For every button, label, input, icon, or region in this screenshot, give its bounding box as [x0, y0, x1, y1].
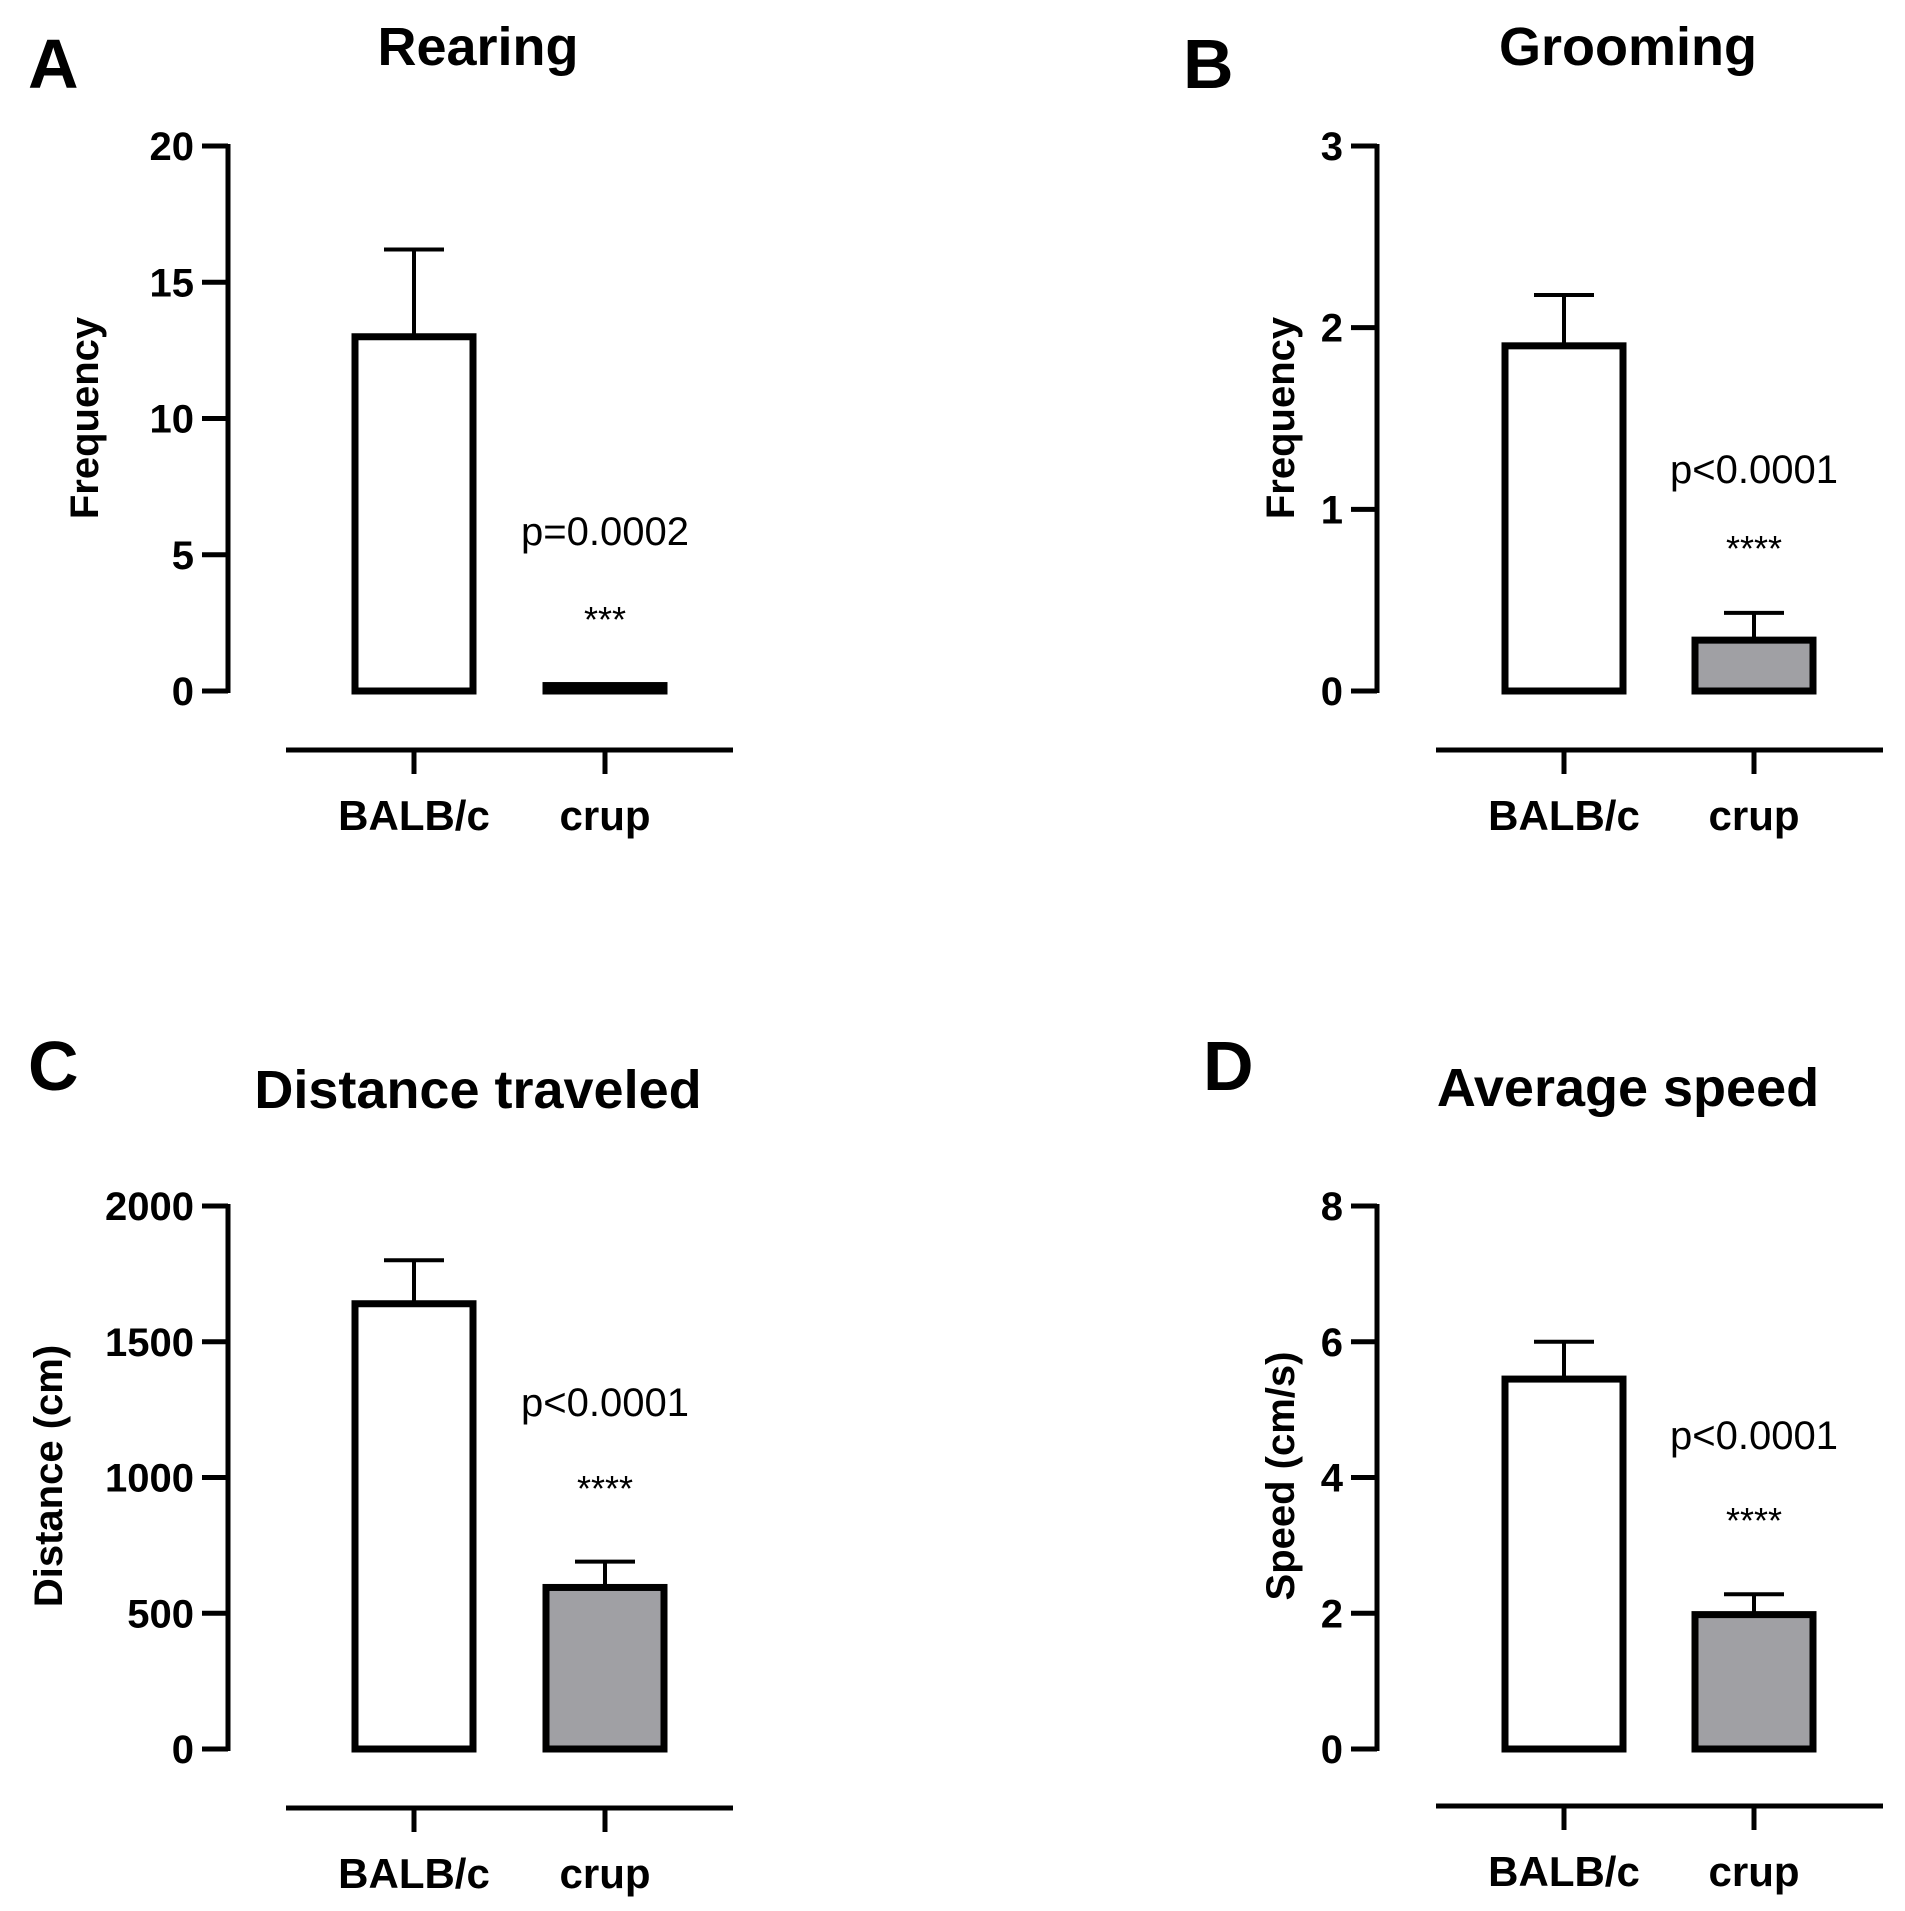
- p-value-label: p<0.0001: [1670, 1414, 1838, 1458]
- bar-crup: [1691, 636, 1817, 695]
- p-value-label: p<0.0001: [521, 1381, 689, 1425]
- panel-c: C Distance traveled 0 500 1000 1500 2000 Distan…: [27, 1027, 733, 1897]
- y-tick-label: 2: [1321, 307, 1343, 351]
- y-tick-label: 0: [1321, 670, 1343, 714]
- significance-stars: ***: [584, 599, 626, 640]
- y-tick-label: 4: [1321, 1457, 1344, 1501]
- x-tick-label: BALB/c: [1488, 792, 1640, 839]
- y-tick-label: 1: [1321, 488, 1343, 532]
- y-axis-label: Frequency: [63, 316, 107, 519]
- panel-letter: D: [1203, 1027, 1254, 1105]
- significance-stars: ****: [577, 1468, 633, 1509]
- panel-d: D Average speed 0 2 4 6 8 Speed (cm/s) BALB/c cru…: [1203, 1027, 1883, 1895]
- x-tick-label: BALB/c: [338, 1850, 490, 1897]
- significance-stars: ****: [1726, 528, 1782, 569]
- x-tick-label: BALB/c: [338, 792, 490, 839]
- significance-stars: ****: [1726, 1500, 1782, 1541]
- y-tick-label: 6: [1321, 1321, 1343, 1365]
- y-axis-label: Frequency: [1259, 316, 1303, 519]
- y-tick-label: 0: [172, 670, 194, 714]
- y-tick-label: 2000: [105, 1185, 194, 1229]
- bar-balbc: [351, 333, 477, 695]
- panel-letter: C: [28, 1027, 79, 1105]
- y-axis-label: Speed (cm/s): [1259, 1352, 1303, 1601]
- panel-letter: A: [28, 25, 79, 103]
- y-tick-label: 8: [1321, 1185, 1343, 1229]
- x-tick-label: crup: [1708, 1848, 1799, 1895]
- x-tick-label: crup: [559, 1850, 650, 1897]
- y-axis-label: Distance (cm): [27, 1345, 71, 1607]
- y-tick-label: 1500: [105, 1321, 194, 1365]
- panel-title: Grooming: [1499, 17, 1757, 77]
- y-tick-label: 1000: [105, 1457, 194, 1501]
- bar-crup: [542, 1583, 668, 1753]
- panel-title: Distance traveled: [254, 1060, 701, 1120]
- bar-balbc: [1501, 342, 1627, 695]
- y-tick-label: 3: [1321, 125, 1343, 169]
- panel-a: A Rearing 0 5 10 15 20 Frequency BALB/c crup p=0.0…: [28, 17, 733, 839]
- y-tick-label: 15: [150, 261, 195, 305]
- y-tick-label: 0: [1321, 1728, 1343, 1772]
- bar-balbc: [1501, 1375, 1627, 1753]
- p-value-label: p<0.0001: [1670, 448, 1838, 492]
- y-tick-label: 0: [172, 1728, 194, 1772]
- bar-crup: [1691, 1611, 1817, 1753]
- panel-title: Rearing: [377, 17, 578, 77]
- panel-b: B Grooming 0 1 2 3 Frequency BALB/c crup p<0.0001…: [1183, 17, 1883, 839]
- bar-balbc: [351, 1300, 477, 1753]
- panel-title: Average speed: [1437, 1058, 1819, 1118]
- y-tick-label: 10: [150, 398, 195, 442]
- y-tick-label: 5: [172, 534, 194, 578]
- bar-crup: [542, 682, 668, 695]
- x-tick-label: crup: [559, 792, 650, 839]
- x-tick-label: crup: [1708, 792, 1799, 839]
- x-tick-label: BALB/c: [1488, 1848, 1640, 1895]
- p-value-label: p=0.0002: [521, 510, 689, 554]
- panel-letter: B: [1183, 25, 1234, 103]
- y-tick-label: 500: [127, 1592, 194, 1636]
- y-tick-label: 20: [150, 125, 195, 169]
- y-tick-label: 2: [1321, 1592, 1343, 1636]
